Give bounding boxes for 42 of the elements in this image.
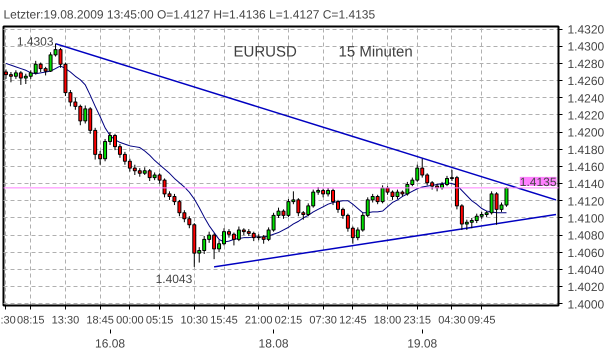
text: 19.08 — [407, 336, 438, 350]
annotation: 15 Minuten — [338, 44, 413, 60]
x-tick-label: 02:15 — [274, 314, 302, 326]
y-tick-label: 1.4100 — [568, 211, 605, 226]
x-tick-label: 04:30 — [438, 314, 466, 326]
y-tick-label: 1.4160 — [568, 160, 605, 174]
chart-title: Letzter:19.08.2009 13:45:00 O=1.4127 H=1.4136 L=1.4127 C=1.4135 — [4, 8, 376, 22]
x-tick-label: 18:00 — [374, 314, 402, 326]
x-tick-label: 23:15 — [404, 314, 432, 326]
y-tick-label: 1.4080 — [568, 228, 605, 243]
y-tick-label: 1.4000 — [568, 297, 605, 312]
y-tick-label: 1.4060 — [568, 246, 605, 260]
x-tick-label: 08:15 — [16, 314, 45, 326]
x-tick-label: 18:45 — [86, 314, 114, 326]
y-tick-label: 1.4300 — [568, 40, 605, 54]
y-tick-label: 1.4120 — [568, 194, 605, 208]
x-tick-label: 15:45 — [210, 314, 238, 326]
y-tick-label: 1.4140 — [568, 177, 605, 192]
y-tick-label: 1.4040 — [568, 262, 605, 277]
y-tick-label: 1.4200 — [568, 126, 605, 140]
annotation: 1.4043 — [156, 272, 193, 286]
x-tick-label: 12:45 — [339, 314, 367, 326]
y-tick-label: 1.4220 — [568, 108, 605, 122]
y-tick-label: 1.4320 — [568, 22, 605, 37]
x-tick-label: 10:30 — [180, 314, 208, 326]
x-tick-label: :30 — [0, 314, 16, 326]
x-tick-label: 13:30 — [52, 314, 80, 326]
ref-line-label: 1.4135 — [520, 174, 557, 189]
x-tick-label: 00:00 — [116, 314, 144, 326]
x-tick-label: 21:00 — [244, 314, 272, 326]
annotation: EURUSD — [234, 44, 298, 60]
y-tick-label: 1.4280 — [568, 56, 605, 71]
y-tick-label: 1.4180 — [568, 142, 605, 157]
x-tick-label: 07:30 — [309, 314, 337, 326]
y-tick-label: 1.4240 — [568, 91, 605, 106]
y-tick-label: 1.4020 — [568, 280, 605, 294]
annotation: 1.4303 — [16, 34, 54, 49]
text: 18.08 — [258, 336, 289, 350]
x-tick-label: 09:45 — [468, 314, 496, 326]
y-tick-label: 1.4260 — [568, 74, 605, 88]
x-tick-label: 05:15 — [146, 314, 174, 326]
text: 16.08 — [95, 336, 126, 350]
